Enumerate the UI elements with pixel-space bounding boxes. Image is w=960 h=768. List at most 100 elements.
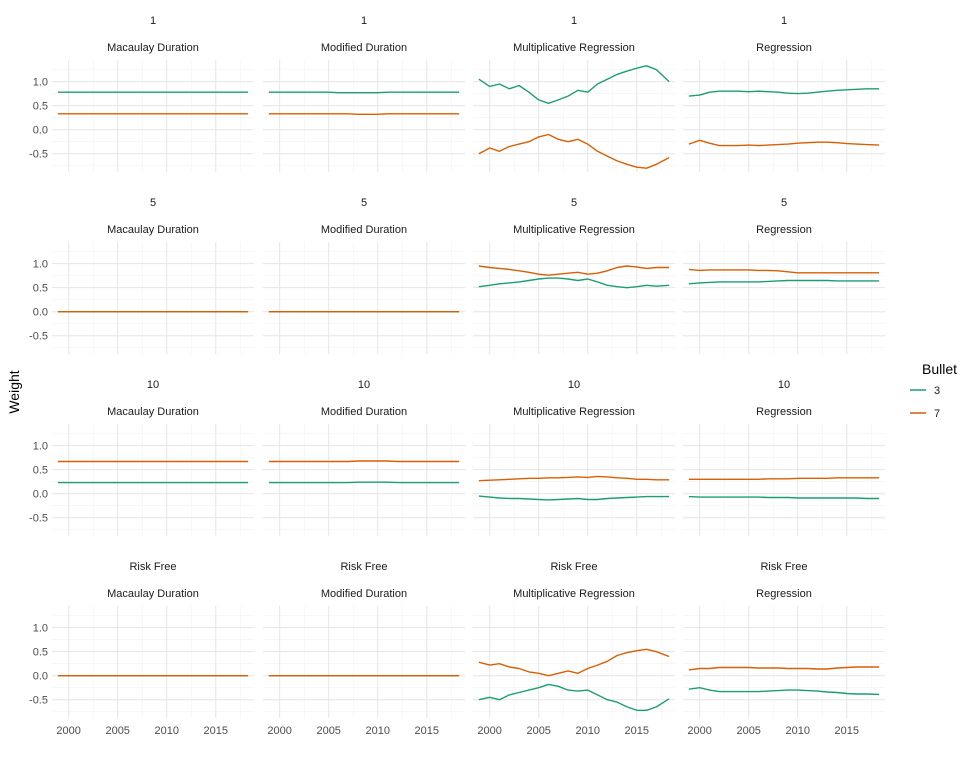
- facet-col-label: Regression: [756, 406, 812, 418]
- x-tick-label: 2005: [316, 725, 340, 737]
- legend-entry-7: 7: [910, 408, 940, 420]
- facet-row-label: Risk Free: [129, 561, 176, 573]
- series-line-3: [688, 279, 880, 285]
- y-tick-label: 0.5: [33, 465, 48, 477]
- facet-row-label: 1: [781, 15, 787, 27]
- y-axis-title: Weight: [6, 370, 22, 413]
- x-tick-label: 2005: [105, 725, 129, 737]
- y-tick-label: 0.0: [33, 307, 48, 319]
- facet-panel: 5 Regression: [683, 197, 885, 354]
- y-tick-label: 0.0: [33, 489, 48, 501]
- x-tick-label: 2015: [835, 725, 859, 737]
- facet-panel: 10 Regression: [683, 379, 885, 536]
- series-line-7: [688, 268, 880, 274]
- facet-row-label: Risk Free: [550, 561, 597, 573]
- facet-row-label: 5: [571, 197, 577, 209]
- legend-label-3: 3: [934, 385, 940, 397]
- facet-row-label: 1: [571, 15, 577, 27]
- x-tick-label: 2000: [267, 725, 291, 737]
- facet-row-label: 10: [568, 379, 580, 391]
- facet-row-label: 5: [150, 197, 156, 209]
- panels-layer: 1 Macaulay Duration -0.5 0.0 0.5 1.0 1 Modified…: [29, 15, 885, 737]
- facet-panel: 10 Multiplicative Regression: [473, 379, 675, 536]
- facet-col-label: Modified Duration: [321, 406, 407, 418]
- facet-row-label: 10: [147, 379, 159, 391]
- y-tick-label: 1.0: [33, 441, 48, 453]
- facet-col-label: Multiplicative Regression: [513, 224, 635, 236]
- facet-col-label: Modified Duration: [321, 224, 407, 236]
- facet-row-label: Risk Free: [760, 561, 807, 573]
- x-tick-label: 2000: [687, 725, 711, 737]
- y-tick-label: 1.0: [33, 259, 48, 271]
- legend-entry-3: 3: [910, 385, 940, 397]
- facet-panel: 1 Macaulay Duration -0.5 0.0 0.5 1.0: [29, 15, 254, 172]
- facet-col-label: Regression: [756, 224, 812, 236]
- y-tick-label: -0.5: [29, 513, 48, 525]
- x-tick-label: 2015: [415, 725, 439, 737]
- series-line-3: [268, 91, 460, 94]
- series-line-3: [478, 65, 670, 105]
- facet-panel: Risk Free Macaulay Duration -0.5 0.0 0.5 1.0 2…: [29, 561, 254, 737]
- y-tick-label: -0.5: [29, 695, 48, 707]
- series-line-7: [688, 139, 880, 147]
- y-tick-label: 0.5: [33, 647, 48, 659]
- facet-row-label: 10: [778, 379, 790, 391]
- x-tick-label: 2005: [736, 725, 760, 737]
- facet-panel: Risk Free Regression 2000 2005 2010 2015: [683, 561, 885, 737]
- series-line-3: [688, 88, 880, 97]
- x-tick-label: 2010: [785, 725, 809, 737]
- x-tick-label: 2000: [56, 725, 80, 737]
- series-line-7: [688, 666, 880, 671]
- facet-col-label: Macaulay Duration: [107, 406, 199, 418]
- x-tick-label: 2005: [526, 725, 550, 737]
- facet-col-label: Multiplicative Regression: [513, 42, 635, 54]
- facet-col-label: Macaulay Duration: [107, 42, 199, 54]
- facet-col-label: Macaulay Duration: [107, 224, 199, 236]
- series-line-7: [478, 648, 670, 677]
- facet-row-label: 5: [781, 197, 787, 209]
- y-tick-label: 1.0: [33, 77, 48, 89]
- x-tick-label: 2015: [625, 725, 649, 737]
- x-tick-label: 2000: [477, 725, 501, 737]
- facet-row-label: 5: [361, 197, 367, 209]
- series-line-3: [478, 277, 670, 289]
- x-tick-label: 2015: [204, 725, 228, 737]
- series-line-7: [478, 133, 670, 169]
- x-tick-label: 2010: [365, 725, 389, 737]
- y-tick-label: 0.5: [33, 283, 48, 295]
- facet-panel: 5 Modified Duration: [263, 197, 465, 354]
- series-line-7: [268, 113, 460, 116]
- series-line-7: [478, 265, 670, 276]
- facet-col-label: Multiplicative Regression: [513, 588, 635, 600]
- y-tick-label: -0.5: [29, 331, 48, 343]
- legend-label-7: 7: [934, 408, 940, 420]
- series-line-3: [688, 687, 880, 696]
- series-line-7: [268, 460, 460, 463]
- facet-panel: Risk Free Modified Duration 2000 2005 2010 20…: [263, 561, 465, 737]
- y-tick-label: -0.5: [29, 149, 48, 161]
- y-tick-label: 0.0: [33, 125, 48, 137]
- facet-panel: 10 Macaulay Duration -0.5 0.0 0.5 1.0: [29, 379, 254, 536]
- facet-panel: 5 Multiplicative Regression: [473, 197, 675, 354]
- y-tick-label: 0.5: [33, 101, 48, 113]
- facet-panel: 1 Regression: [683, 15, 885, 172]
- facet-col-label: Multiplicative Regression: [513, 406, 635, 418]
- facet-panel: 10 Modified Duration: [263, 379, 465, 536]
- series-line-3: [478, 495, 670, 501]
- legend: Bullet 3 7: [910, 361, 957, 420]
- x-tick-label: 2010: [575, 725, 599, 737]
- y-tick-label: 0.0: [33, 671, 48, 683]
- facet-panel: 5 Macaulay Duration -0.5 0.0 0.5 1.0: [29, 197, 254, 354]
- facet-col-label: Regression: [756, 588, 812, 600]
- series-line-7: [688, 477, 880, 480]
- facet-panel: 1 Multiplicative Regression: [473, 15, 675, 172]
- legend-title: Bullet: [922, 361, 957, 377]
- facet-panel: Risk Free Multiplicative Regression 2000 20…: [473, 561, 675, 737]
- facet-col-label: Modified Duration: [321, 42, 407, 54]
- facet-col-label: Regression: [756, 42, 812, 54]
- series-line-7: [478, 475, 670, 482]
- series-line-3: [688, 495, 880, 500]
- y-tick-label: 1.0: [33, 623, 48, 635]
- facet-row-label: Risk Free: [340, 561, 387, 573]
